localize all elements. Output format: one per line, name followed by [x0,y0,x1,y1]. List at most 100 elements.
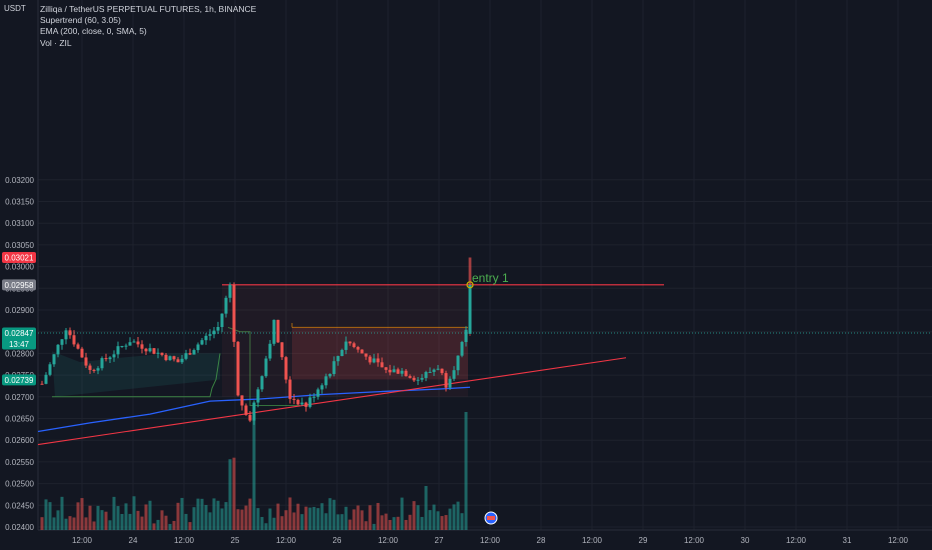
volume-bar [348,519,352,530]
candle [260,376,264,390]
candle [236,341,240,396]
volume-bar [320,503,324,530]
volume-bar [312,506,316,530]
candle [188,353,192,355]
time-axis[interactable]: 12:00 24 12:00 25 12:00 26 12:00 27 12:00 28 12:00… [72,536,909,545]
candle [112,354,116,358]
volume-bar [104,511,108,530]
candle [120,346,124,348]
candle [320,385,324,390]
volume-bar [452,504,456,530]
legend-supertrend[interactable]: Supertrend (60, 3.05) [40,15,121,26]
candle [180,358,184,363]
candle [156,352,160,354]
entry-marker: entry 1 [466,271,509,289]
time-tick-label: 12:00 [72,536,93,545]
volume-bars [40,405,468,530]
volume-bar [40,517,44,530]
supertrend-line-2 [227,326,300,406]
candle [76,344,80,349]
candle [304,402,308,407]
candle [328,373,332,377]
candle [164,354,168,361]
time-tick-label: 27 [435,536,444,545]
candle [108,357,112,360]
volume-bar [316,508,320,530]
candle [264,358,268,377]
volume-bar [240,509,244,530]
candle [456,355,460,371]
volume-bar [100,510,104,530]
candle [116,346,120,355]
volume-bar [364,521,368,530]
candle [220,313,224,328]
candle [284,357,288,380]
candle [64,330,68,340]
candle [52,354,56,365]
candle [292,398,296,400]
candle [276,319,280,343]
candle [344,341,348,350]
candle [420,377,424,380]
volume-bar [140,516,144,530]
candle [136,341,140,345]
volume-bar [288,497,292,530]
candle [372,358,376,363]
candle [96,368,100,371]
price-tick-label: 0.02550 [5,458,34,467]
price-tick-label: 0.02450 [5,501,34,510]
volume-bar [252,405,256,530]
legend-volume[interactable]: Vol · ZIL [40,37,72,48]
volume-bar [156,519,160,530]
time-tick-label: 26 [333,536,342,545]
volume-bar [228,459,232,530]
time-tick-label: 12:00 [684,536,705,545]
price-axis[interactable]: 0.03200 0.03150 0.03100 0.03050 0.03000 0.029… [5,176,34,532]
candle [252,402,256,421]
candle [352,343,356,348]
volume-bar [44,499,48,530]
candle [332,361,336,374]
volume-bar [180,497,184,530]
candle [248,414,252,421]
price-tick-label: 0.02900 [5,306,34,315]
price-tick-label: 0.03200 [5,176,34,185]
volume-bar [424,486,428,530]
candle [256,389,260,403]
volume-bar [112,496,116,530]
candle [432,369,436,372]
volume-bar [80,498,84,530]
volume-bar [164,515,168,530]
candle [56,344,60,355]
candle [404,370,408,377]
candle [436,368,440,370]
candle [376,358,380,363]
volume-bar [408,514,412,530]
candle [364,353,368,357]
legend-ema[interactable]: EMA (200, close, 0, SMA, 5) [40,26,147,37]
price-badge-text: 0.02847 [5,329,34,338]
volume-bar [88,505,92,530]
volume-bar [52,517,56,530]
volume-bar [256,508,260,530]
candle [340,349,344,357]
volume-bar [356,505,360,530]
candle [356,347,360,350]
price-tick-label: 0.02700 [5,393,34,402]
candle [92,369,96,371]
volume-bar [280,516,284,530]
candle [388,369,392,373]
volume-bar [184,513,188,530]
volume-bar [248,498,252,530]
volume-bar [76,502,80,530]
candle [80,348,84,358]
price-badge [2,327,36,350]
volume-bar [148,500,152,530]
price-badge [2,251,36,263]
volume-bar [120,513,124,530]
volume-bar [128,513,132,530]
legend-symbol[interactable]: Zilliqa / TetherUS PERPETUAL FUTURES, 1h… [40,4,257,14]
time-tick-label: 12:00 [480,536,501,545]
volume-bar [396,516,400,530]
